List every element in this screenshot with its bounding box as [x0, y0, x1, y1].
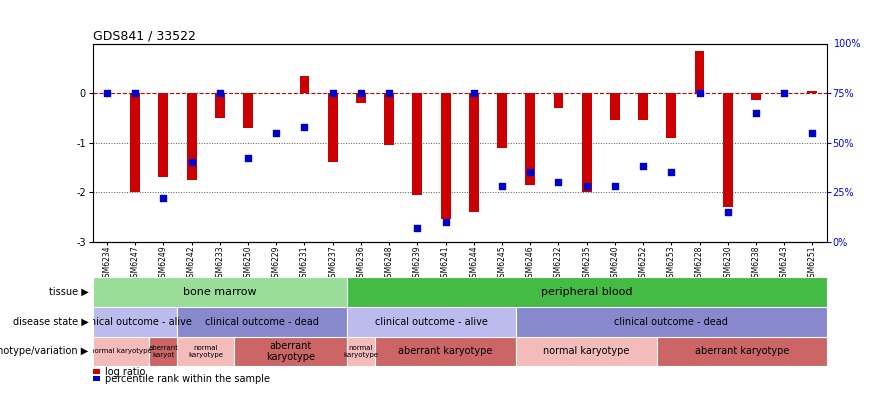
- Point: [241, 155, 255, 162]
- Text: GDS841 / 33522: GDS841 / 33522: [93, 29, 195, 42]
- Bar: [723, 93, 733, 207]
- Text: disease state ▶: disease state ▶: [12, 317, 88, 327]
- Bar: [178, 307, 347, 337]
- Bar: [525, 93, 535, 185]
- Bar: [149, 337, 178, 366]
- Point: [185, 159, 199, 166]
- Bar: [243, 93, 253, 128]
- Point: [805, 129, 819, 136]
- Point: [156, 195, 171, 201]
- Bar: [234, 337, 347, 366]
- Point: [354, 90, 368, 96]
- Bar: [93, 277, 347, 307]
- Bar: [93, 337, 149, 366]
- Text: clinical outcome - dead: clinical outcome - dead: [205, 317, 319, 327]
- Bar: [187, 93, 196, 180]
- Text: normal
karyotype: normal karyotype: [343, 345, 378, 358]
- Point: [438, 219, 453, 225]
- Bar: [328, 93, 338, 162]
- Text: normal
karyotype: normal karyotype: [188, 345, 223, 358]
- Point: [720, 209, 735, 215]
- Bar: [93, 307, 178, 337]
- Bar: [356, 93, 366, 103]
- Point: [128, 90, 142, 96]
- Bar: [610, 93, 620, 120]
- Bar: [385, 93, 394, 145]
- Bar: [347, 337, 375, 366]
- Text: normal karyotype: normal karyotype: [544, 346, 630, 356]
- Bar: [695, 51, 705, 93]
- Bar: [413, 93, 423, 194]
- Text: percentile rank within the sample: percentile rank within the sample: [105, 374, 271, 384]
- Text: aberrant
karyotype: aberrant karyotype: [266, 341, 315, 362]
- Bar: [553, 93, 563, 108]
- Text: clinical outcome - alive: clinical outcome - alive: [79, 317, 192, 327]
- Bar: [215, 93, 225, 118]
- Point: [749, 110, 763, 116]
- Point: [692, 90, 706, 96]
- Point: [325, 90, 339, 96]
- Bar: [638, 93, 648, 120]
- Bar: [347, 277, 827, 307]
- Text: bone marrow: bone marrow: [183, 287, 256, 297]
- Bar: [375, 337, 516, 366]
- Bar: [667, 93, 676, 138]
- Bar: [469, 93, 479, 212]
- Bar: [300, 76, 309, 93]
- Bar: [751, 93, 761, 101]
- Bar: [130, 93, 140, 192]
- Bar: [516, 307, 827, 337]
- Bar: [178, 337, 234, 366]
- Point: [410, 225, 424, 231]
- Text: peripheral blood: peripheral blood: [541, 287, 632, 297]
- Text: clinical outcome - dead: clinical outcome - dead: [614, 317, 728, 327]
- Text: tissue ▶: tissue ▶: [49, 287, 88, 297]
- Bar: [582, 93, 591, 192]
- Bar: [497, 93, 507, 147]
- Bar: [657, 337, 827, 366]
- Text: genotype/variation ▶: genotype/variation ▶: [0, 346, 88, 356]
- Text: 100%: 100%: [834, 38, 861, 49]
- Text: log ratio: log ratio: [105, 367, 146, 377]
- Point: [467, 90, 481, 96]
- Bar: [158, 93, 168, 177]
- Point: [523, 169, 537, 175]
- Text: aberrant
karyot: aberrant karyot: [149, 345, 179, 358]
- Text: normal karyotype: normal karyotype: [90, 348, 152, 354]
- Text: aberrant karyotype: aberrant karyotype: [399, 346, 492, 356]
- Bar: [807, 91, 818, 93]
- Point: [270, 129, 284, 136]
- Text: clinical outcome - alive: clinical outcome - alive: [375, 317, 488, 327]
- Point: [495, 183, 509, 189]
- Point: [552, 179, 566, 185]
- Point: [580, 183, 594, 189]
- Point: [213, 90, 227, 96]
- Point: [636, 163, 651, 169]
- Bar: [440, 93, 451, 219]
- Bar: [347, 307, 516, 337]
- Point: [382, 90, 396, 96]
- Point: [664, 169, 678, 175]
- Point: [777, 90, 791, 96]
- Text: aberrant karyotype: aberrant karyotype: [695, 346, 789, 356]
- Point: [297, 124, 311, 130]
- Point: [100, 90, 114, 96]
- Point: [608, 183, 622, 189]
- Bar: [516, 337, 657, 366]
